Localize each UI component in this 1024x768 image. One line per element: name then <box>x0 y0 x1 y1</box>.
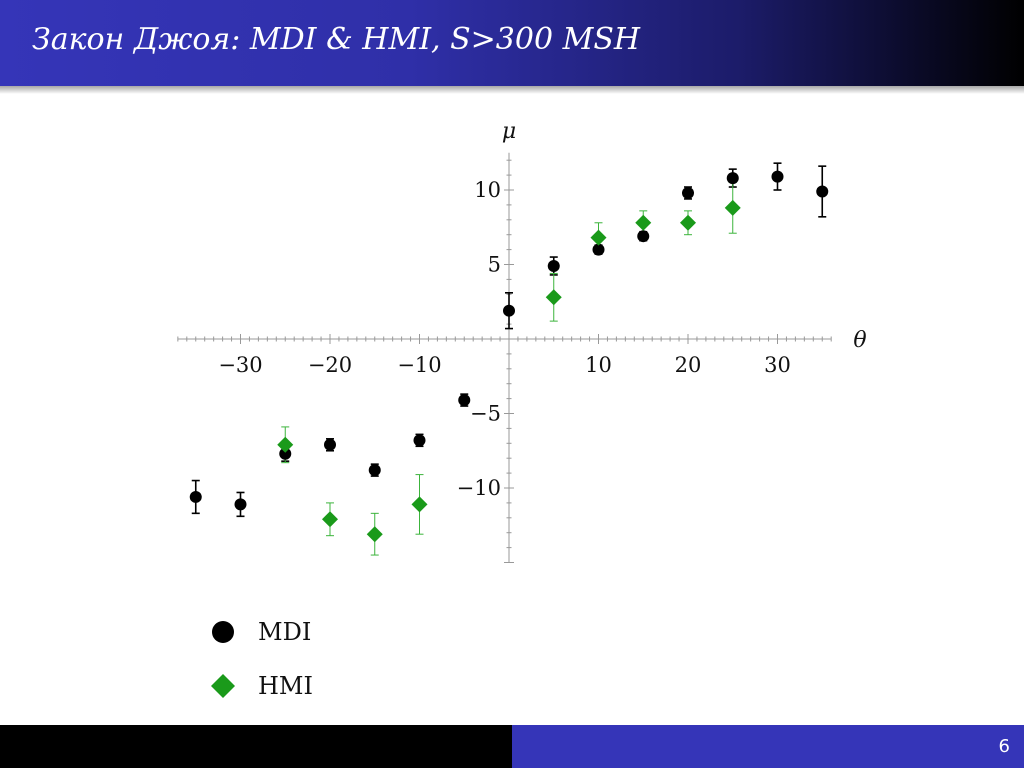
x-tick-label: 30 <box>764 353 791 377</box>
mdi-point <box>503 304 515 317</box>
x-tick-label: −10 <box>397 353 441 377</box>
legend-label-mdi: MDI <box>258 618 312 646</box>
hmi-point <box>411 496 428 513</box>
mdi-point <box>637 230 650 243</box>
mdi-point <box>726 172 739 185</box>
mdi-point <box>189 490 202 503</box>
mdi-point <box>816 185 829 198</box>
mdi-point <box>771 170 784 183</box>
hmi-point <box>322 511 338 528</box>
axes: −30 −20 −10 10 20 30 −10 −5 5 10 θ μ <box>177 119 867 563</box>
y-tick-label: −5 <box>470 402 501 426</box>
mdi-point <box>458 394 471 407</box>
hmi-point <box>366 526 383 543</box>
y-tick-label: −10 <box>457 476 501 500</box>
hmi-point <box>277 436 294 453</box>
diamond-marker-icon <box>211 674 235 698</box>
x-tick-label: −30 <box>218 353 262 377</box>
page-number: 6 <box>998 736 1010 757</box>
mdi-point <box>279 447 292 460</box>
x-tick-label: 10 <box>585 353 612 377</box>
y-axis-label: μ <box>502 119 516 144</box>
x-axis-label: θ <box>853 328 866 353</box>
circle-marker-icon <box>212 621 234 643</box>
hmi-point <box>590 229 607 246</box>
mdi-point <box>682 186 694 199</box>
hmi-point <box>680 214 696 231</box>
mdi-point <box>413 434 426 447</box>
mdi-point <box>234 498 247 511</box>
hmi-point <box>724 199 741 216</box>
scatter-plot: −30 −20 −10 10 20 30 −10 −5 5 10 θ μ <box>177 119 867 563</box>
x-tick-label: −20 <box>308 353 352 377</box>
header-shadow <box>0 86 1024 94</box>
mdi-point <box>324 438 336 451</box>
hmi-point <box>545 289 562 306</box>
footer-right-bar <box>512 725 1024 768</box>
legend-label-hmi: HMI <box>258 672 313 700</box>
data-points <box>189 170 829 543</box>
footer-left-bar <box>0 725 512 768</box>
mdi-point <box>592 243 605 256</box>
legend-item-mdi: MDI <box>210 617 311 647</box>
slide-title: Закон Джоя: MDI & HMI, S>300 MSH <box>32 22 641 57</box>
mdi-point <box>547 259 560 272</box>
y-tick-label: 5 <box>488 253 501 277</box>
mdi-point <box>368 464 381 477</box>
x-tick-label: 20 <box>675 353 702 377</box>
y-tick-label: 10 <box>474 178 501 202</box>
slide-header: Закон Джоя: MDI & HMI, S>300 MSH <box>0 0 1024 86</box>
legend-item-hmi: HMI <box>210 671 313 701</box>
hmi-point <box>635 214 652 231</box>
